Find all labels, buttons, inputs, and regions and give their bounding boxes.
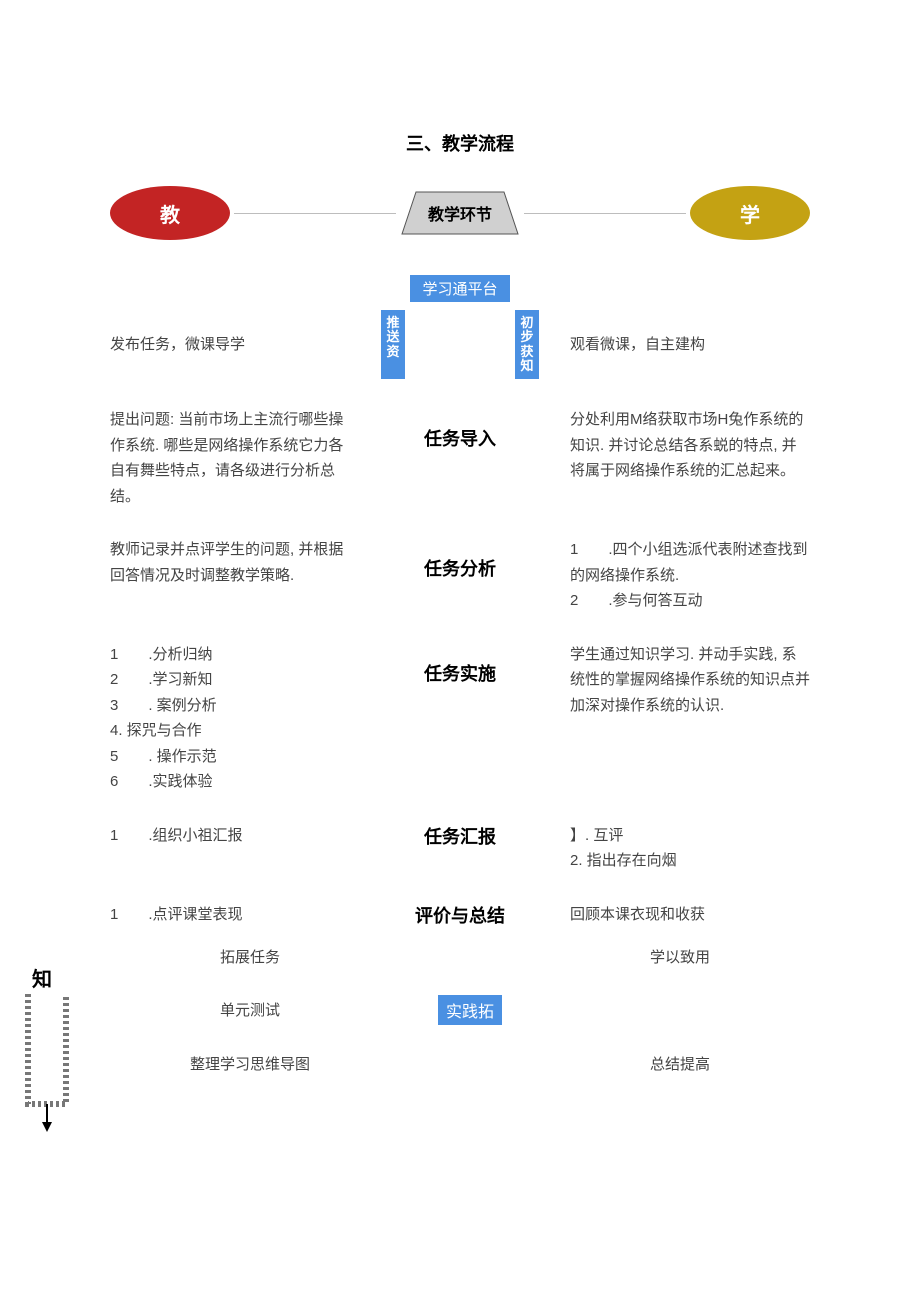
stage-right: 1 .四个小组选派代表附述查找到的网络操作系统.2 .参与何答互动 [570, 537, 810, 614]
practice-box: 实践拓 [438, 995, 502, 1025]
platform-left-text: 发布任务，微课导学 [110, 332, 350, 358]
bottom-right: 总结提高 [550, 1053, 810, 1074]
top-shapes-row: 教 教学环节 学 [110, 186, 810, 240]
connector-line-right [524, 213, 686, 214]
stage-mid: 任务分析 [350, 537, 570, 581]
bottom-right: 学以致用 [550, 946, 810, 967]
stage-right: 分处利用M络获取市场H兔作系统的知识. 并讨论总结各系蜕的特点, 并将属于网络操… [570, 407, 810, 484]
bracket-label-svg: 知 [32, 967, 52, 991]
stage-row: 提出问题: 当前市场上主流行哪些操作系统. 哪些是网络操作系统它力各自有舞些特点… [110, 407, 810, 509]
bracket-icon: 知 [20, 964, 80, 1139]
stage-right: 学生通过知识学习. 并动手实践, 系统性的掌握网络操作系统的知识点并加深对操作系… [570, 642, 810, 719]
stage-trapezoid: 教学环节 [400, 190, 520, 236]
stage-right: 】. 互评2. 指出存在向烟 [570, 823, 810, 874]
bottom-row: 整理学习思维导图 总结提高 [110, 1053, 810, 1074]
stage-left: 提出问题: 当前市场上主流行哪些操作系统. 哪些是网络操作系统它力各自有舞些特点… [110, 407, 350, 509]
teach-oval: 教 [110, 186, 230, 240]
bottom-row: 拓展任务 学以致用 [110, 946, 810, 967]
stage-mid: 评价与总结 [350, 902, 570, 928]
stage-row: 1 .点评课堂表现 评价与总结 回顾本课衣现和收获 [110, 902, 810, 928]
stage-mid: 任务实施 [350, 642, 570, 686]
platform-box: 学习通平台 [410, 275, 510, 302]
bottom-section: 知 拓展任务 学以致用 单元测试 实践拓 整理学习思维导图 总结提高 [110, 946, 810, 1136]
stage-row: 教师记录并点评学生的问题, 并根据回答情况及时调整教学策略. 任务分析 1 .四… [110, 537, 810, 614]
stage-left: 1 .分析归纳2 .学习新知3 . 案例分析4. 探咒与合作5 . 操作示范6 … [110, 642, 350, 795]
bottom-left: 单元测试 [110, 999, 390, 1020]
stage-label: 教学环节 [428, 201, 492, 225]
learn-oval: 学 [690, 186, 810, 240]
stage-left: 1 .点评课堂表现 [110, 902, 350, 928]
vert-box-left: 推送资 [381, 310, 405, 379]
platform-right-text: 观看微课，自主建构 [570, 332, 810, 358]
bottom-row: 单元测试 实践拓 [110, 995, 810, 1025]
bottom-left: 拓展任务 [110, 946, 390, 967]
page-title: 三、教学流程 [110, 130, 810, 156]
vert-box-right: 初步获知 [515, 310, 539, 379]
connector-line-left [234, 213, 396, 214]
stage-left: 教师记录并点评学生的问题, 并根据回答情况及时调整教学策略. [110, 537, 350, 588]
stage-mid: 任务汇报 [350, 823, 570, 849]
stage-row: 1 .分析归纳2 .学习新知3 . 案例分析4. 探咒与合作5 . 操作示范6 … [110, 642, 810, 795]
stage-right: 回顾本课衣现和收获 [570, 902, 810, 928]
bottom-left: 整理学习思维导图 [110, 1053, 390, 1074]
stage-left: 1 .组织小祖汇报 [110, 823, 350, 849]
bottom-mid: 实践拓 [390, 995, 550, 1025]
stage-row: 1 .组织小祖汇报 任务汇报 】. 互评2. 指出存在向烟 [110, 823, 810, 874]
stage-mid: 任务导入 [350, 407, 570, 451]
